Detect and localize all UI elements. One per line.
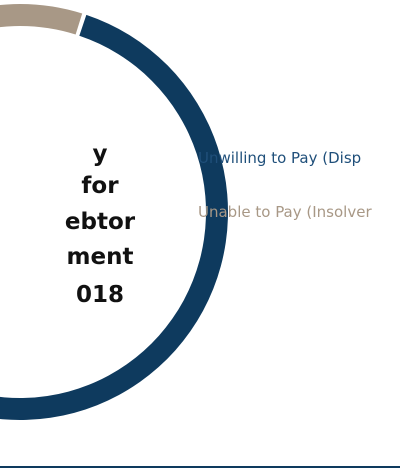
legend-item-unwilling: Unwilling to Pay (Disp (198, 149, 362, 167)
legend-item-unable: Unable to Pay (Insolver (198, 203, 372, 221)
donut-slice-2 (0, 4, 83, 35)
center-text-line-4: ment (66, 244, 134, 270)
center-text-line-3: ebtor (64, 209, 136, 235)
bottom-divider (0, 466, 400, 468)
center-text-line-1: y (92, 141, 108, 167)
center-text-line-5: 018 (75, 282, 124, 308)
center-text-line-2: for (81, 173, 119, 199)
